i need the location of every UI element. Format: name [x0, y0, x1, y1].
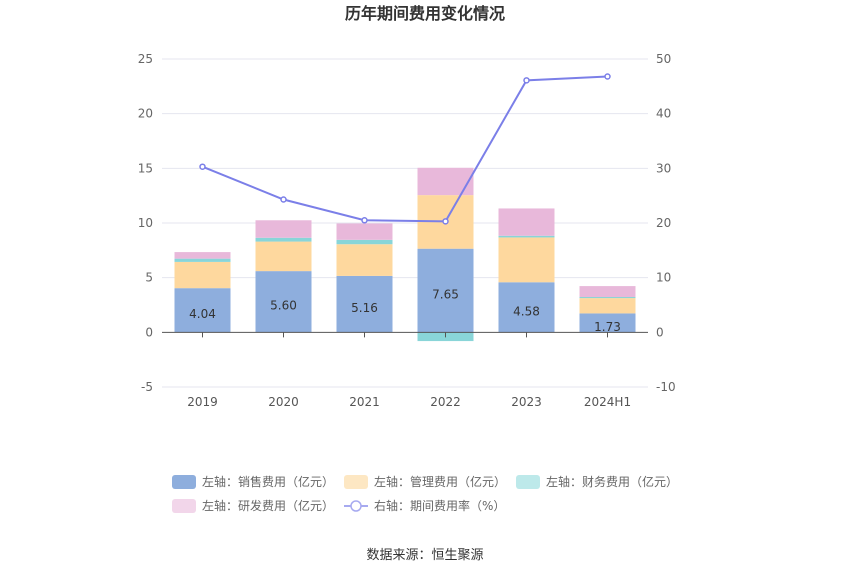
left-axis-ticks: -5 0 5 10 15 20 25 [138, 52, 153, 394]
bar-segment [255, 271, 312, 333]
bar-segment [336, 223, 393, 240]
left-tick-label: 5 [145, 271, 153, 285]
rate-line [202, 75, 608, 223]
bar-segment [417, 167, 474, 196]
left-tick-label: -5 [141, 380, 153, 394]
rate-point [523, 77, 530, 84]
legend-label: 右轴：期间费用率（%） [374, 498, 505, 513]
bar-segment [579, 298, 636, 314]
rate-point [442, 218, 449, 225]
rate-point [199, 163, 206, 170]
bar-segment [336, 239, 393, 245]
left-tick-label: 0 [145, 325, 153, 339]
bar-segment [579, 286, 636, 298]
x-tick-label: 2024H1 [584, 395, 631, 409]
legend-label: 左轴：研发费用（亿元） [202, 498, 334, 513]
legend-label: 左轴：销售费用（亿元） [202, 474, 334, 489]
right-tick-label: -10 [656, 380, 676, 394]
legend-swatch [172, 475, 196, 489]
bar-data-labels: 4.04 5.60 5.16 7.65 4.58 1.73 [189, 288, 621, 334]
bar-value-label: 7.65 [432, 288, 459, 302]
bar-segment [579, 297, 636, 299]
gridlines [162, 58, 648, 388]
x-tick-label: 2022 [430, 395, 461, 409]
bar-segment [255, 241, 312, 272]
left-tick-label: 20 [138, 107, 153, 121]
x-axis-ticks: 2019 2020 2021 2022 2023 2024H1 [187, 395, 631, 409]
right-tick-label: 0 [656, 325, 664, 339]
legend-label: 左轴：管理费用（亿元） [374, 474, 506, 489]
bar-segment [336, 244, 393, 276]
x-tick-label: 2020 [268, 395, 299, 409]
bar-segment [255, 220, 312, 238]
legend: 左轴：销售费用（亿元） 左轴：管理费用（亿元） 左轴：财务费用（亿元） 左轴：研发费用… [172, 474, 678, 513]
rate-point [361, 217, 368, 224]
left-tick-label: 25 [138, 52, 153, 66]
bar-value-label: 4.58 [513, 304, 540, 318]
right-tick-label: 10 [656, 271, 671, 285]
rate-point [604, 73, 611, 80]
right-tick-label: 40 [656, 107, 671, 121]
chart-title: 历年期间费用变化情况 [345, 4, 505, 23]
bar-segment [579, 313, 636, 333]
rate-line-series [199, 73, 611, 225]
left-tick-label: 10 [138, 216, 153, 230]
legend-label: 左轴：财务费用（亿元） [546, 474, 678, 489]
bar-series [174, 167, 636, 342]
bar-value-label: 4.04 [189, 307, 216, 321]
bar-segment [498, 282, 555, 333]
bar-segment [498, 208, 555, 236]
bar-segment [255, 237, 312, 242]
right-axis-ticks: -10 0 10 20 30 40 50 [656, 52, 676, 394]
bar-segment [174, 258, 231, 262]
right-tick-label: 50 [656, 52, 671, 66]
bar-segment [498, 237, 555, 283]
x-tick-label: 2021 [349, 395, 380, 409]
bar-value-label: 5.60 [270, 299, 297, 313]
bar-segment [417, 248, 474, 333]
bar-segment [174, 261, 231, 289]
legend-swatch [516, 475, 540, 489]
bar-segment [174, 288, 231, 333]
bar-value-label: 1.73 [594, 320, 621, 334]
bar-segment [498, 235, 555, 238]
right-tick-label: 30 [656, 161, 671, 175]
x-tick-label: 2019 [187, 395, 218, 409]
rate-point [280, 196, 287, 203]
legend-line-marker [350, 500, 362, 512]
right-tick-label: 20 [656, 216, 671, 230]
left-tick-label: 15 [138, 161, 153, 175]
bar-segment [174, 252, 231, 259]
x-tick-label: 2023 [511, 395, 542, 409]
bar-value-label: 5.16 [351, 301, 378, 315]
data-source: 数据来源：恒生聚源 [366, 548, 483, 563]
x-axis [162, 331, 648, 338]
bar-segment [336, 275, 393, 333]
legend-swatch [344, 475, 368, 489]
legend-swatch [172, 499, 196, 513]
